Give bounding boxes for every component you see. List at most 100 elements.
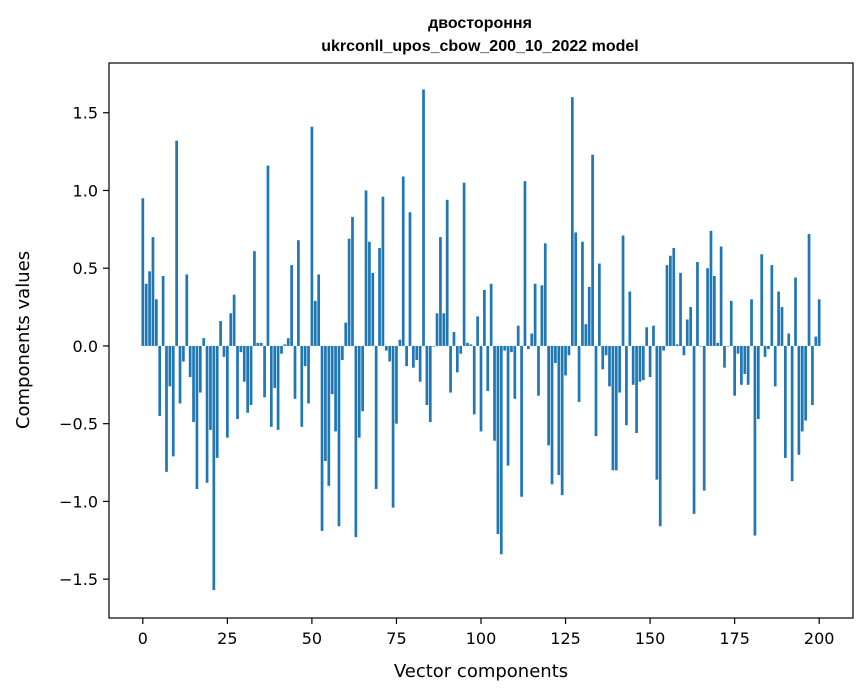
- bar-146: [635, 345, 638, 433]
- bar-121: [550, 345, 554, 485]
- bar-1: [144, 283, 148, 346]
- bar-52: [317, 274, 321, 346]
- bar-89: [442, 313, 446, 346]
- bar-128: [574, 232, 578, 346]
- bar-12: [182, 345, 185, 362]
- bar-26: [229, 313, 233, 346]
- bar-33: [253, 251, 256, 346]
- bar-57: [334, 345, 337, 432]
- bar-87: [435, 313, 439, 346]
- bar-117: [537, 345, 540, 396]
- y-tick-label-3: 0.0: [73, 337, 98, 356]
- bar-38: [269, 345, 273, 427]
- bar-135: [598, 263, 601, 346]
- bar-134: [594, 345, 598, 437]
- bar-16: [195, 345, 199, 489]
- bar-40: [276, 345, 280, 430]
- bar-3: [151, 237, 155, 346]
- bar-6: [161, 275, 165, 346]
- bar-20: [209, 345, 212, 430]
- bar-173: [726, 345, 730, 347]
- bar-85: [428, 345, 432, 423]
- bar-65: [361, 345, 364, 412]
- bar-75: [395, 345, 398, 424]
- x-tick-label-6: 150: [635, 629, 666, 648]
- bar-63: [354, 345, 358, 538]
- bar-92: [452, 331, 456, 346]
- bar-167: [706, 268, 709, 346]
- bar-8: [168, 345, 172, 387]
- bar-14: [188, 345, 192, 378]
- bar-198: [811, 345, 814, 406]
- bars-group: [141, 89, 821, 591]
- bar-99: [476, 316, 479, 346]
- bar-138: [608, 345, 611, 387]
- bar-168: [709, 230, 713, 346]
- bar-31: [246, 345, 250, 413]
- bar-197: [807, 234, 811, 346]
- bar-39: [273, 345, 277, 388]
- bar-190: [784, 345, 787, 458]
- bar-30: [242, 345, 246, 382]
- bar-61: [347, 238, 351, 346]
- bar-164: [696, 261, 699, 346]
- bar-7: [165, 345, 168, 472]
- bar-47: [300, 345, 304, 427]
- bar-159: [679, 272, 682, 346]
- plot-area-frame: [108, 62, 854, 619]
- bar-23: [219, 321, 222, 346]
- x-tick-label-3: 75: [386, 629, 406, 648]
- bar-186: [770, 265, 774, 346]
- bar-200: [817, 299, 821, 346]
- bar-143: [625, 345, 628, 426]
- bar-44: [290, 265, 293, 346]
- bar-130: [581, 241, 584, 346]
- bar-118: [540, 285, 544, 346]
- bar-103: [489, 283, 493, 346]
- bar-98: [472, 345, 476, 415]
- bar-64: [357, 345, 361, 438]
- bar-131: [584, 324, 588, 346]
- y-tick-label-2: −0.5: [59, 415, 98, 434]
- bar-124: [560, 345, 564, 496]
- bar-139: [611, 345, 615, 471]
- bar-133: [591, 154, 594, 346]
- bar-136: [601, 345, 605, 370]
- bar-154: [662, 345, 665, 351]
- bar-150: [648, 345, 652, 378]
- bar-122: [554, 345, 557, 364]
- bar-34: [256, 342, 260, 346]
- bar-70: [378, 248, 381, 346]
- y-axis-label: Components values: [13, 251, 34, 429]
- bar-83: [422, 89, 425, 346]
- bar-127: [570, 97, 574, 346]
- bar-21: [212, 345, 216, 591]
- bar-112: [520, 345, 523, 497]
- y-tick-label-4: 0.5: [73, 259, 98, 278]
- bar-5: [158, 345, 162, 416]
- bar-9: [171, 345, 175, 457]
- bar-148: [641, 345, 645, 381]
- bar-147: [638, 345, 642, 382]
- bar-185: [767, 345, 770, 350]
- bar-51: [313, 300, 317, 346]
- bar-50: [310, 126, 314, 346]
- bar-169: [712, 275, 716, 346]
- bar-35: [259, 342, 263, 346]
- bar-24: [222, 345, 226, 357]
- bar-90: [445, 199, 449, 346]
- bar-144: [628, 291, 632, 346]
- bar-101: [483, 289, 486, 346]
- bar-107: [503, 345, 507, 351]
- bar-54: [324, 345, 327, 461]
- bar-72: [384, 345, 388, 351]
- bar-45: [293, 345, 297, 399]
- bar-55: [327, 345, 331, 486]
- bar-59: [340, 345, 344, 360]
- bar-104: [493, 345, 496, 441]
- bar-77: [401, 176, 405, 346]
- bar-160: [682, 345, 686, 356]
- bar-95: [462, 182, 466, 346]
- bar-58: [337, 345, 341, 527]
